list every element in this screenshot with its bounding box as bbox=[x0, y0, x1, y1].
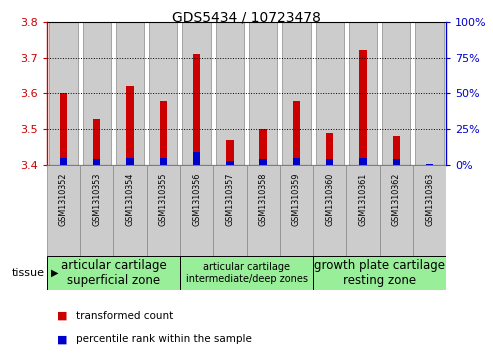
Bar bbox=[293, 101, 300, 165]
Bar bbox=[326, 133, 333, 165]
Bar bbox=[182, 22, 211, 165]
Text: GSM1310362: GSM1310362 bbox=[392, 172, 401, 226]
Bar bbox=[213, 165, 246, 256]
Text: GSM1310358: GSM1310358 bbox=[259, 172, 268, 226]
Bar bbox=[126, 158, 134, 165]
Text: GSM1310360: GSM1310360 bbox=[325, 172, 334, 226]
Bar bbox=[80, 165, 113, 256]
Bar bbox=[180, 256, 313, 290]
Text: GSM1310363: GSM1310363 bbox=[425, 172, 434, 226]
Text: ■: ■ bbox=[57, 334, 67, 344]
Bar bbox=[380, 165, 413, 256]
Bar bbox=[313, 256, 446, 290]
Bar bbox=[193, 152, 200, 165]
Bar bbox=[313, 165, 346, 256]
Text: articular cartilage
superficial zone: articular cartilage superficial zone bbox=[61, 259, 166, 287]
Bar bbox=[416, 22, 444, 165]
Bar bbox=[259, 159, 267, 165]
Bar bbox=[180, 165, 213, 256]
Bar bbox=[160, 158, 167, 165]
Bar bbox=[413, 165, 446, 256]
Bar bbox=[246, 165, 280, 256]
Bar bbox=[359, 158, 367, 165]
Bar bbox=[193, 54, 200, 165]
Bar bbox=[382, 22, 410, 165]
Text: transformed count: transformed count bbox=[76, 311, 174, 321]
Bar bbox=[160, 101, 167, 165]
Text: GSM1310361: GSM1310361 bbox=[358, 172, 367, 226]
Bar bbox=[346, 165, 380, 256]
Bar bbox=[426, 164, 433, 165]
Text: ▶: ▶ bbox=[51, 268, 58, 278]
Bar bbox=[149, 22, 177, 165]
Bar bbox=[349, 22, 377, 165]
Bar bbox=[147, 165, 180, 256]
Bar bbox=[83, 22, 111, 165]
Bar bbox=[93, 119, 101, 165]
Bar bbox=[116, 22, 144, 165]
Text: GSM1310355: GSM1310355 bbox=[159, 172, 168, 226]
Text: ■: ■ bbox=[57, 311, 67, 321]
Text: tissue: tissue bbox=[11, 268, 44, 278]
Text: percentile rank within the sample: percentile rank within the sample bbox=[76, 334, 252, 344]
Bar bbox=[60, 158, 67, 165]
Text: articular cartilage
intermediate/deep zones: articular cartilage intermediate/deep zo… bbox=[185, 262, 308, 284]
Bar bbox=[392, 136, 400, 165]
Text: growth plate cartilage
resting zone: growth plate cartilage resting zone bbox=[314, 259, 445, 287]
Text: GSM1310356: GSM1310356 bbox=[192, 172, 201, 226]
Bar bbox=[126, 86, 134, 165]
Bar bbox=[280, 165, 313, 256]
Text: GSM1310359: GSM1310359 bbox=[292, 172, 301, 226]
Bar bbox=[249, 22, 277, 165]
Bar bbox=[392, 159, 400, 165]
Text: GSM1310354: GSM1310354 bbox=[126, 172, 135, 226]
Bar bbox=[216, 22, 244, 165]
Bar bbox=[316, 22, 344, 165]
Bar bbox=[226, 161, 234, 165]
Bar bbox=[359, 50, 367, 165]
Text: GDS5434 / 10723478: GDS5434 / 10723478 bbox=[172, 11, 321, 25]
Bar bbox=[113, 165, 147, 256]
Bar bbox=[282, 22, 311, 165]
Bar bbox=[259, 129, 267, 165]
Bar bbox=[49, 22, 77, 165]
Text: GSM1310352: GSM1310352 bbox=[59, 172, 68, 226]
Bar bbox=[293, 158, 300, 165]
Bar bbox=[47, 256, 180, 290]
Bar bbox=[47, 165, 80, 256]
Bar bbox=[60, 94, 67, 165]
Text: GSM1310357: GSM1310357 bbox=[225, 172, 234, 226]
Bar bbox=[226, 140, 234, 165]
Text: GSM1310353: GSM1310353 bbox=[92, 172, 101, 226]
Bar bbox=[93, 159, 101, 165]
Bar bbox=[326, 159, 333, 165]
